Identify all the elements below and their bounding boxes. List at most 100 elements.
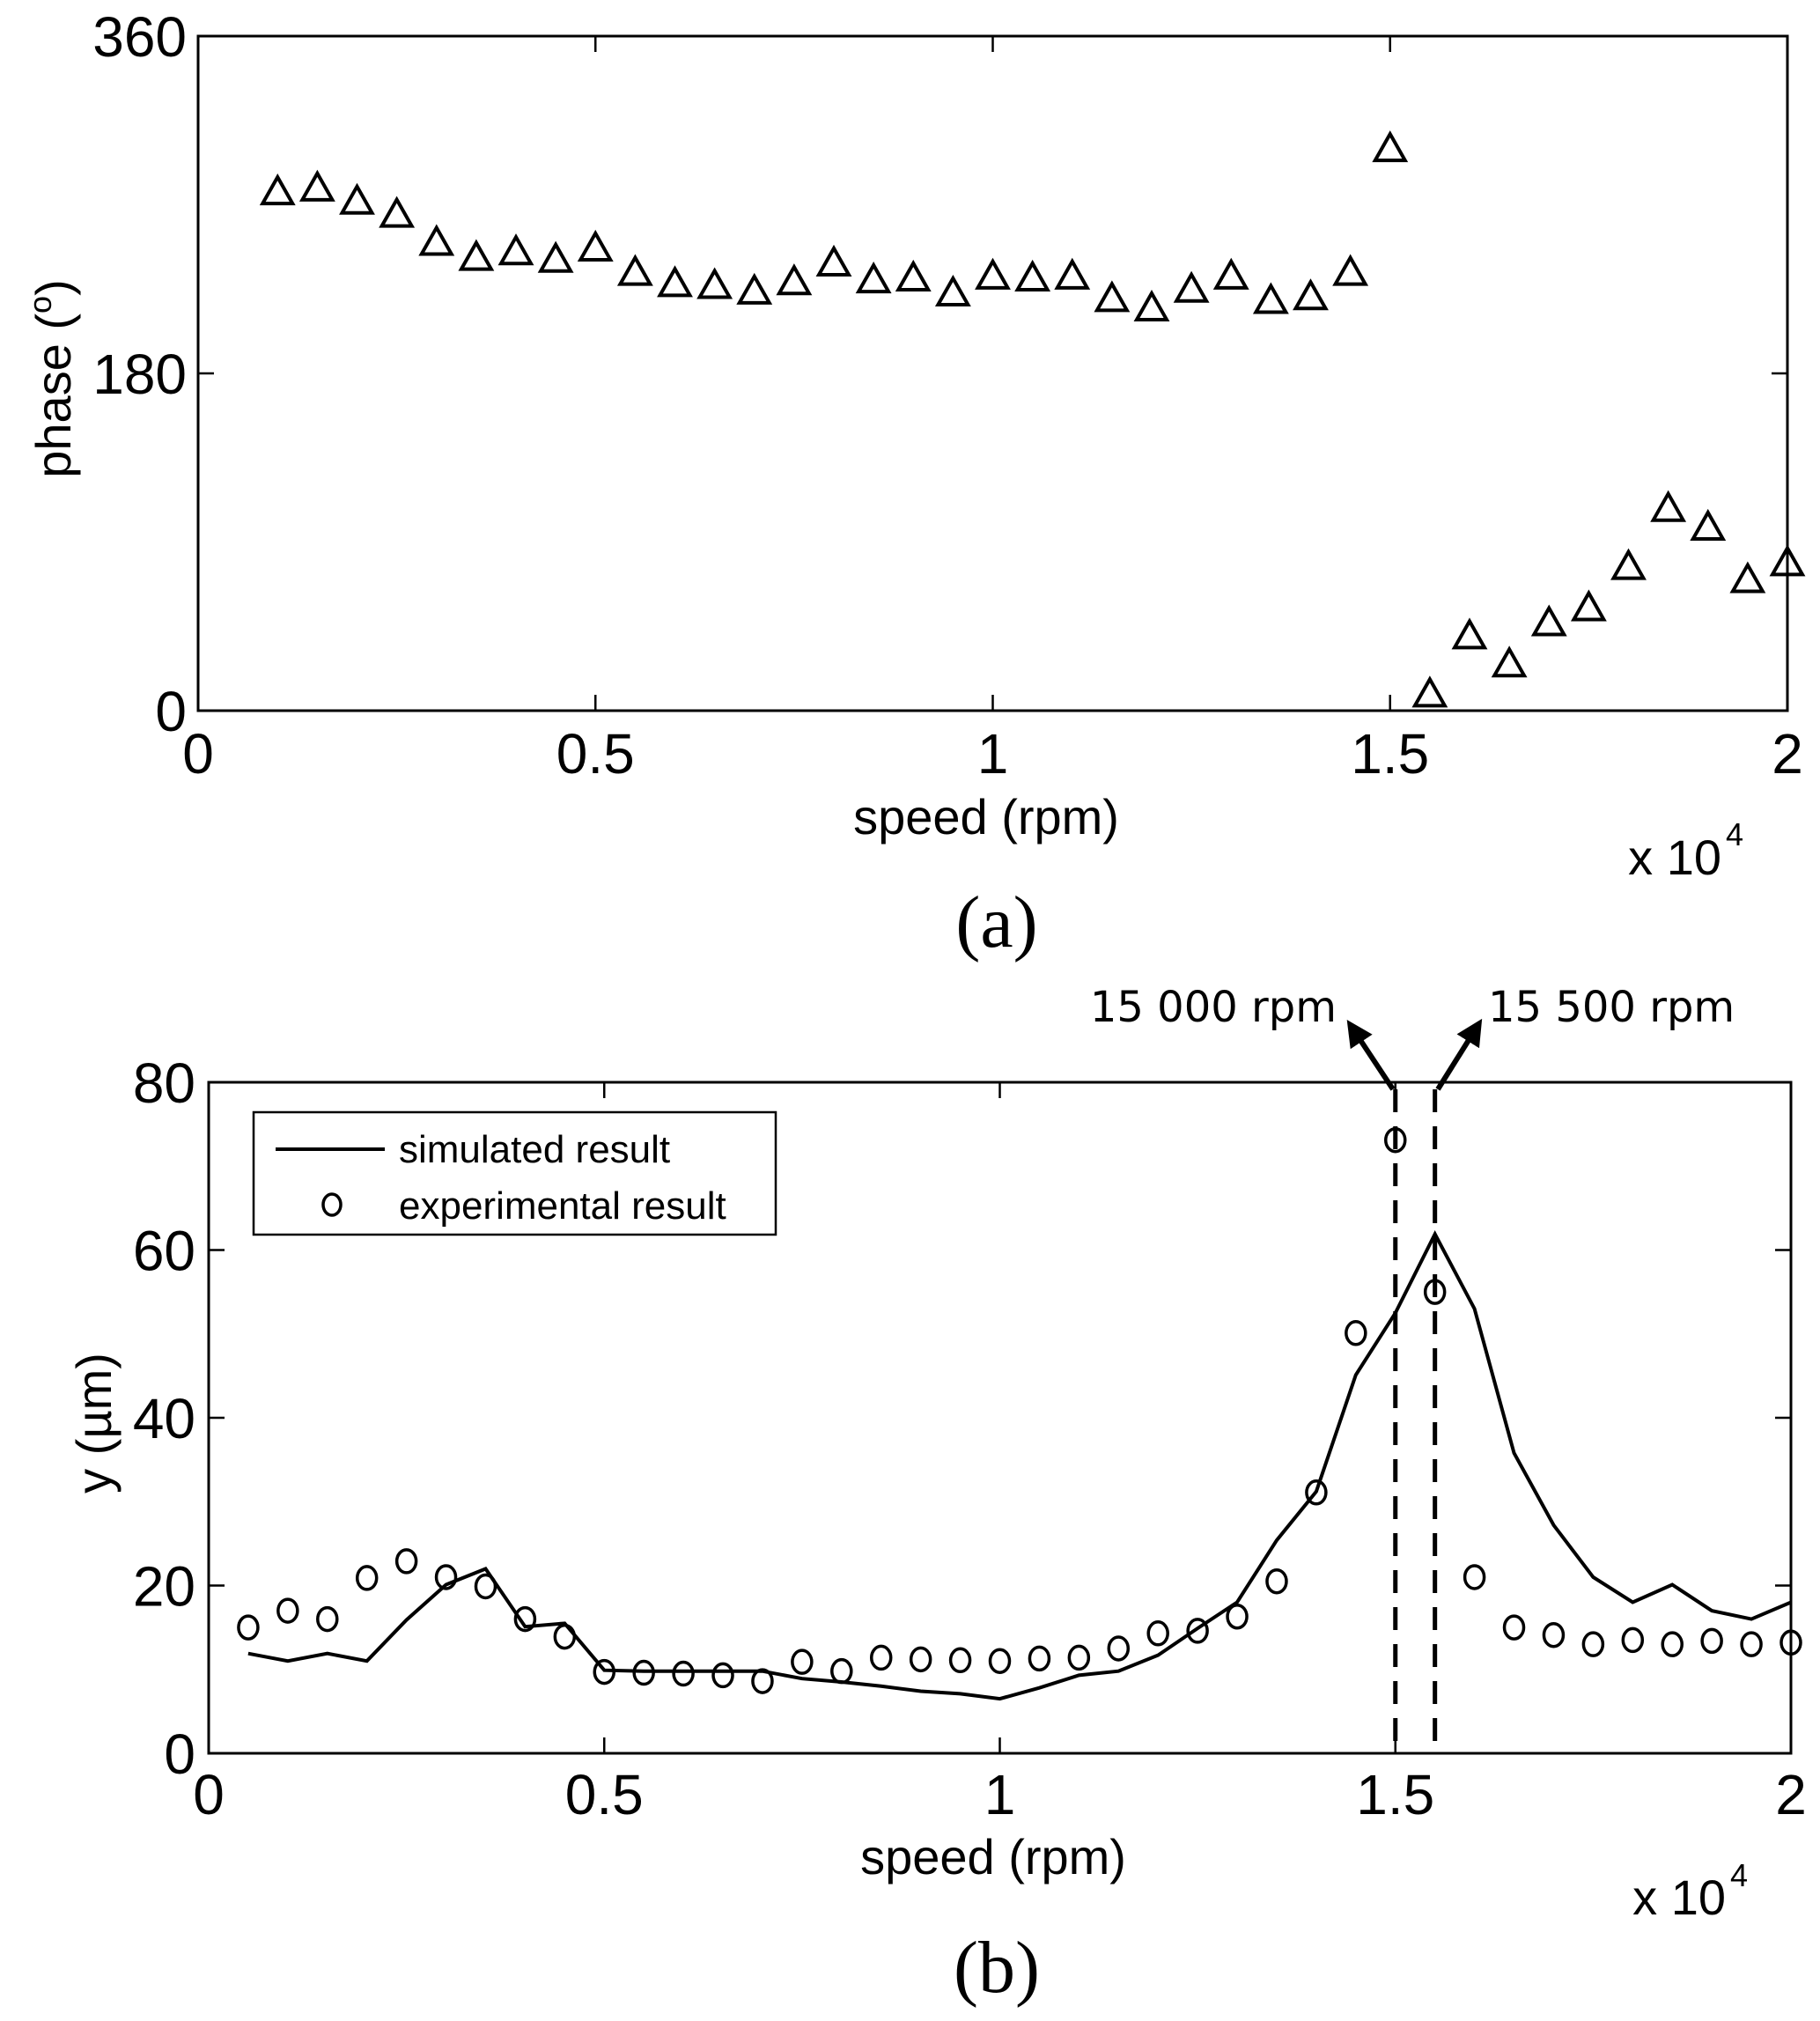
experimental-data-point (394, 1548, 418, 1575)
experimental-data-point (1028, 1645, 1051, 1672)
experimental-data-point (355, 1565, 379, 1591)
experimental-data-point (672, 1660, 695, 1687)
x-tick-label: 1 (984, 1763, 1016, 1826)
data-point-triangle (1173, 270, 1210, 303)
experimental-data-point (1146, 1620, 1169, 1647)
data-point-triangle (1133, 289, 1170, 322)
experimental-data-point (711, 1662, 734, 1689)
experimental-data-point (1384, 1126, 1407, 1154)
data-point-triangle (1650, 490, 1687, 522)
data-point-triangle (895, 259, 932, 291)
data-point-triangle (1690, 508, 1727, 541)
data-point-triangle (657, 265, 693, 298)
annotation-arrow-15500 (1435, 1018, 1483, 1091)
experimental-data-point (1107, 1635, 1131, 1662)
simulated-result-line (247, 1230, 1792, 1701)
experimental-data-point (948, 1647, 972, 1674)
x-tick-label: 0.5 (565, 1763, 644, 1826)
legend-circle-swatch (321, 1192, 343, 1217)
experimental-data-point (1661, 1631, 1684, 1657)
y-tick-label: 0 (155, 680, 187, 743)
panel-b-legend: simulated result experimental result (252, 1110, 777, 1236)
x-tick-label: 2 (1772, 722, 1803, 786)
data-point-triangle (1491, 645, 1528, 678)
experimental-data-point (1226, 1603, 1249, 1630)
experimental-data-point (593, 1658, 615, 1685)
data-point-triangle (1411, 675, 1448, 708)
data-point-triangle (776, 263, 813, 296)
data-point-triangle (1372, 130, 1409, 163)
experimental-data-point (513, 1605, 537, 1633)
data-point-triangle (696, 267, 733, 299)
panel-a-label: (a) (955, 881, 1037, 963)
x-tick-label: 0.5 (556, 722, 635, 786)
experimental-data-point (1345, 1320, 1367, 1346)
data-point-triangle (1530, 604, 1567, 637)
x-tick-label: 1 (977, 722, 1009, 786)
y-tick-label: 40 (133, 1387, 195, 1450)
y-tick-label: 180 (92, 343, 187, 406)
data-point-triangle (934, 274, 971, 307)
experimental-data-point (1502, 1614, 1526, 1641)
panel-b-x-multiplier-exponent: 4 (1730, 1857, 1748, 1893)
panel-b-x-multiplier: x 10 (1632, 1870, 1726, 1925)
data-point-triangle (298, 169, 335, 202)
data-point-triangle (1610, 548, 1647, 580)
experimental-data-point (434, 1564, 458, 1590)
experimental-data-point (1305, 1479, 1328, 1506)
experimental-data-point (909, 1646, 932, 1673)
experimental-data-point (1067, 1644, 1091, 1671)
experimental-data-point (1740, 1631, 1763, 1657)
data-point-triangle (537, 240, 574, 273)
panel-a-phase-plot: 0 0.5 1 1.5 2 0 180 360 phase (o) speed (rpm) x… (22, 5, 1806, 963)
experimental-data-point (1423, 1279, 1447, 1305)
experimental-data-point (751, 1668, 774, 1694)
data-point-triangle (1293, 278, 1329, 311)
data-point-triangle (855, 262, 892, 294)
data-point-triangle (1054, 257, 1091, 290)
experimental-data-point (1265, 1567, 1288, 1595)
y-tick-label: 0 (164, 1722, 195, 1786)
experimental-data-point (1463, 1564, 1486, 1590)
experimental-data-point (1581, 1631, 1605, 1657)
data-point-triangle (1570, 589, 1607, 622)
experimental-data-point (1186, 1618, 1209, 1644)
panel-a-ticks: 0 0.5 1 1.5 2 0 180 360 (92, 5, 1803, 786)
experimental-data-point (316, 1605, 339, 1633)
data-point-triangle (1212, 257, 1249, 290)
data-point-triangle (975, 257, 1011, 290)
x-tick-label: 1.5 (1351, 722, 1429, 786)
annotation-label-15000: 15 000 rpm (1090, 983, 1337, 1032)
panel-b-annotation-lines (1393, 1089, 1438, 1753)
data-point-triangle (418, 224, 455, 256)
panel-a-data-marks (259, 130, 1806, 708)
x-tick-label: 1.5 (1356, 1763, 1434, 1826)
experimental-data-point (869, 1644, 893, 1671)
panel-b-ylabel: y (µm) (66, 1353, 122, 1494)
experimental-data-point (237, 1614, 260, 1641)
data-point-triangle (259, 173, 296, 206)
experimental-data-point (1621, 1626, 1645, 1654)
y-tick-label: 80 (133, 1051, 195, 1115)
panel-b-label: (b) (954, 1927, 1040, 2009)
data-point-triangle (1332, 254, 1369, 286)
data-point-triangle (736, 272, 773, 305)
experimental-data-point (276, 1597, 299, 1624)
y-tick-label: 60 (133, 1220, 195, 1283)
experimental-data-point (474, 1573, 497, 1600)
data-point-triangle (1252, 282, 1289, 314)
x-tick-label: 0 (193, 1763, 225, 1826)
panel-a-axes-frame (196, 34, 1789, 712)
legend-box (252, 1110, 777, 1236)
panel-b-axes-frame (207, 1081, 1793, 1755)
panel-b-xlabel: speed (rpm) (860, 1829, 1126, 1885)
data-point-triangle (577, 229, 614, 262)
experimental-data-point (632, 1659, 655, 1686)
x-tick-label: 0 (182, 722, 214, 786)
data-point-triangle (379, 195, 416, 228)
experimental-data-point (1542, 1621, 1566, 1649)
data-point-triangle (1014, 259, 1051, 291)
